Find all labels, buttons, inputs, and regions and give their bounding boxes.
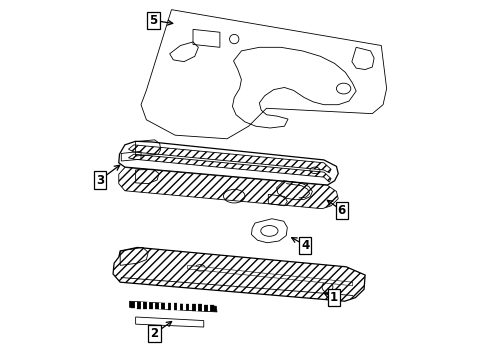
Polygon shape: [131, 302, 135, 309]
Polygon shape: [159, 303, 161, 309]
Polygon shape: [135, 302, 137, 309]
Polygon shape: [129, 301, 217, 312]
Polygon shape: [143, 302, 147, 309]
Polygon shape: [186, 304, 190, 310]
Text: 2: 2: [150, 327, 159, 340]
Polygon shape: [153, 302, 155, 309]
Polygon shape: [180, 303, 183, 310]
Polygon shape: [204, 305, 208, 311]
Polygon shape: [208, 305, 210, 311]
Polygon shape: [147, 302, 149, 309]
Polygon shape: [149, 302, 153, 309]
Polygon shape: [188, 265, 353, 286]
Polygon shape: [201, 304, 204, 311]
Polygon shape: [137, 302, 141, 309]
Polygon shape: [168, 303, 171, 310]
Polygon shape: [128, 154, 331, 182]
Text: 6: 6: [338, 204, 346, 217]
Polygon shape: [210, 305, 214, 311]
Polygon shape: [128, 145, 331, 173]
Polygon shape: [119, 167, 338, 209]
Polygon shape: [192, 304, 196, 311]
Polygon shape: [113, 247, 365, 301]
Polygon shape: [173, 303, 177, 310]
Polygon shape: [198, 304, 201, 311]
Text: 3: 3: [96, 174, 104, 186]
Polygon shape: [165, 303, 168, 310]
Polygon shape: [196, 304, 198, 311]
Text: 5: 5: [149, 14, 158, 27]
Polygon shape: [141, 302, 143, 309]
Polygon shape: [183, 303, 186, 310]
Text: 4: 4: [301, 239, 309, 252]
Polygon shape: [177, 303, 180, 310]
Polygon shape: [171, 303, 173, 310]
Polygon shape: [190, 304, 192, 310]
Text: 1: 1: [330, 291, 338, 304]
Polygon shape: [161, 303, 165, 310]
Polygon shape: [155, 303, 159, 309]
